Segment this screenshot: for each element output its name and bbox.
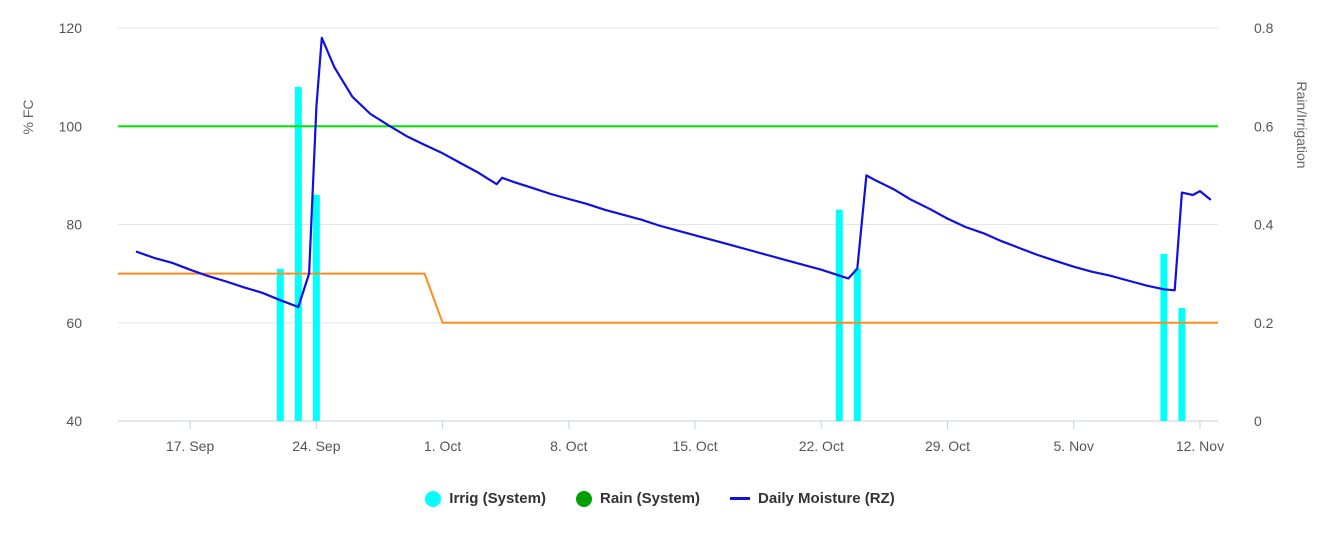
irrig-bar bbox=[312, 195, 320, 421]
y-right-tick-label: 0.6 bbox=[1254, 118, 1274, 134]
legend-item-rain[interactable]: Rain (System) bbox=[575, 490, 701, 507]
y-left-tick-label: 80 bbox=[66, 217, 82, 233]
irrig-bar bbox=[1178, 308, 1186, 421]
x-tick-label: 29. Oct bbox=[925, 438, 970, 454]
y-right-tick-label: 0.2 bbox=[1254, 315, 1274, 331]
legend-label-irrig: Irrig (System) bbox=[449, 490, 546, 507]
legend-label-moisture: Daily Moisture (RZ) bbox=[758, 490, 895, 507]
x-tick-label: 15. Oct bbox=[672, 438, 717, 454]
chart-area: 17. Sep 24. Sep 1. Oct 8. Oct 15. Oct 22. Oct… bbox=[20, 20, 1310, 454]
y-left-tick-label: 40 bbox=[66, 413, 82, 429]
irrig-bar bbox=[1160, 253, 1168, 421]
y-axis-left-title: % FC bbox=[20, 100, 36, 135]
irrig-bar bbox=[276, 268, 284, 421]
legend-symbol-moisture bbox=[730, 497, 751, 500]
y-right-tick-label: 0.4 bbox=[1254, 217, 1274, 233]
legend-symbol-rain bbox=[575, 490, 592, 507]
bar-series-irrig bbox=[276, 86, 1186, 421]
y-right-tick-label: 0 bbox=[1254, 413, 1262, 429]
y-axis-left: 40 60 80 100 120 bbox=[59, 20, 83, 429]
x-tick-label: 1. Oct bbox=[424, 438, 461, 454]
y-axis-right-title: Rain/Irrigation bbox=[1294, 81, 1310, 168]
x-tick-label: 24. Sep bbox=[292, 438, 340, 454]
lower-threshold-line bbox=[118, 272, 1218, 324]
legend: Irrig (System) Rain (System) Daily Moist… bbox=[0, 490, 1320, 507]
legend-item-irrig[interactable]: Irrig (System) bbox=[425, 490, 546, 507]
x-tick-label: 8. Oct bbox=[550, 438, 587, 454]
y-left-tick-label: 60 bbox=[66, 315, 82, 331]
irrig-bar bbox=[853, 268, 861, 421]
y-right-tick-label: 0.8 bbox=[1254, 20, 1274, 36]
legend-label-rain: Rain (System) bbox=[599, 490, 701, 507]
x-axis: 17. Sep 24. Sep 1. Oct 8. Oct 15. Oct 22. Oct… bbox=[166, 421, 1224, 454]
line-series-group bbox=[118, 36, 1218, 324]
legend-symbol-irrig bbox=[425, 490, 442, 507]
daily-moisture-line bbox=[135, 36, 1212, 309]
y-left-tick-label: 100 bbox=[59, 118, 83, 134]
irrig-bar bbox=[835, 209, 843, 421]
x-tick-label: 22. Oct bbox=[799, 438, 844, 454]
x-tick-label: 17. Sep bbox=[166, 438, 214, 454]
x-tick-label: 5. Nov bbox=[1054, 438, 1094, 454]
irrig-bar bbox=[294, 86, 302, 421]
y-left-tick-label: 120 bbox=[59, 20, 83, 36]
legend-item-moisture[interactable]: Daily Moisture (RZ) bbox=[730, 490, 895, 507]
x-tick-label: 12. Nov bbox=[1176, 438, 1224, 454]
y-axis-right: 0 0.2 0.4 0.6 0.8 bbox=[1254, 20, 1274, 429]
